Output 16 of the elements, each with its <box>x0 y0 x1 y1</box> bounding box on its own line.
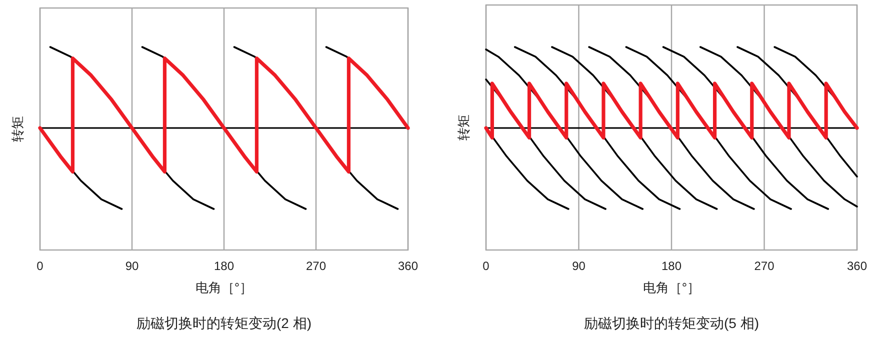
x-tick-label: 90 <box>572 259 586 273</box>
x-tick-label: 270 <box>306 259 326 273</box>
x-tick-label: 360 <box>398 259 418 273</box>
x-tick-label: 360 <box>846 259 868 273</box>
x-axis-title: 电角［°］ <box>642 280 700 295</box>
y-axis-title: 转矩 <box>456 114 471 140</box>
y-axis-title: 转矩 <box>10 116 25 142</box>
x-tick-label: 180 <box>661 259 682 273</box>
x-axis-title: 电角［°］ <box>195 280 253 295</box>
x-tick-label: 270 <box>754 259 775 273</box>
x-tick-label: 180 <box>214 259 234 273</box>
text: 励磁切换时的转矩变动(2 相) <box>136 315 312 331</box>
x-tick-label: 90 <box>125 259 139 273</box>
x-tick-label: 0 <box>482 259 490 273</box>
text: 励磁切换时的转矩变动(5 相) <box>584 315 759 331</box>
x-tick-label: 0 <box>36 259 44 273</box>
